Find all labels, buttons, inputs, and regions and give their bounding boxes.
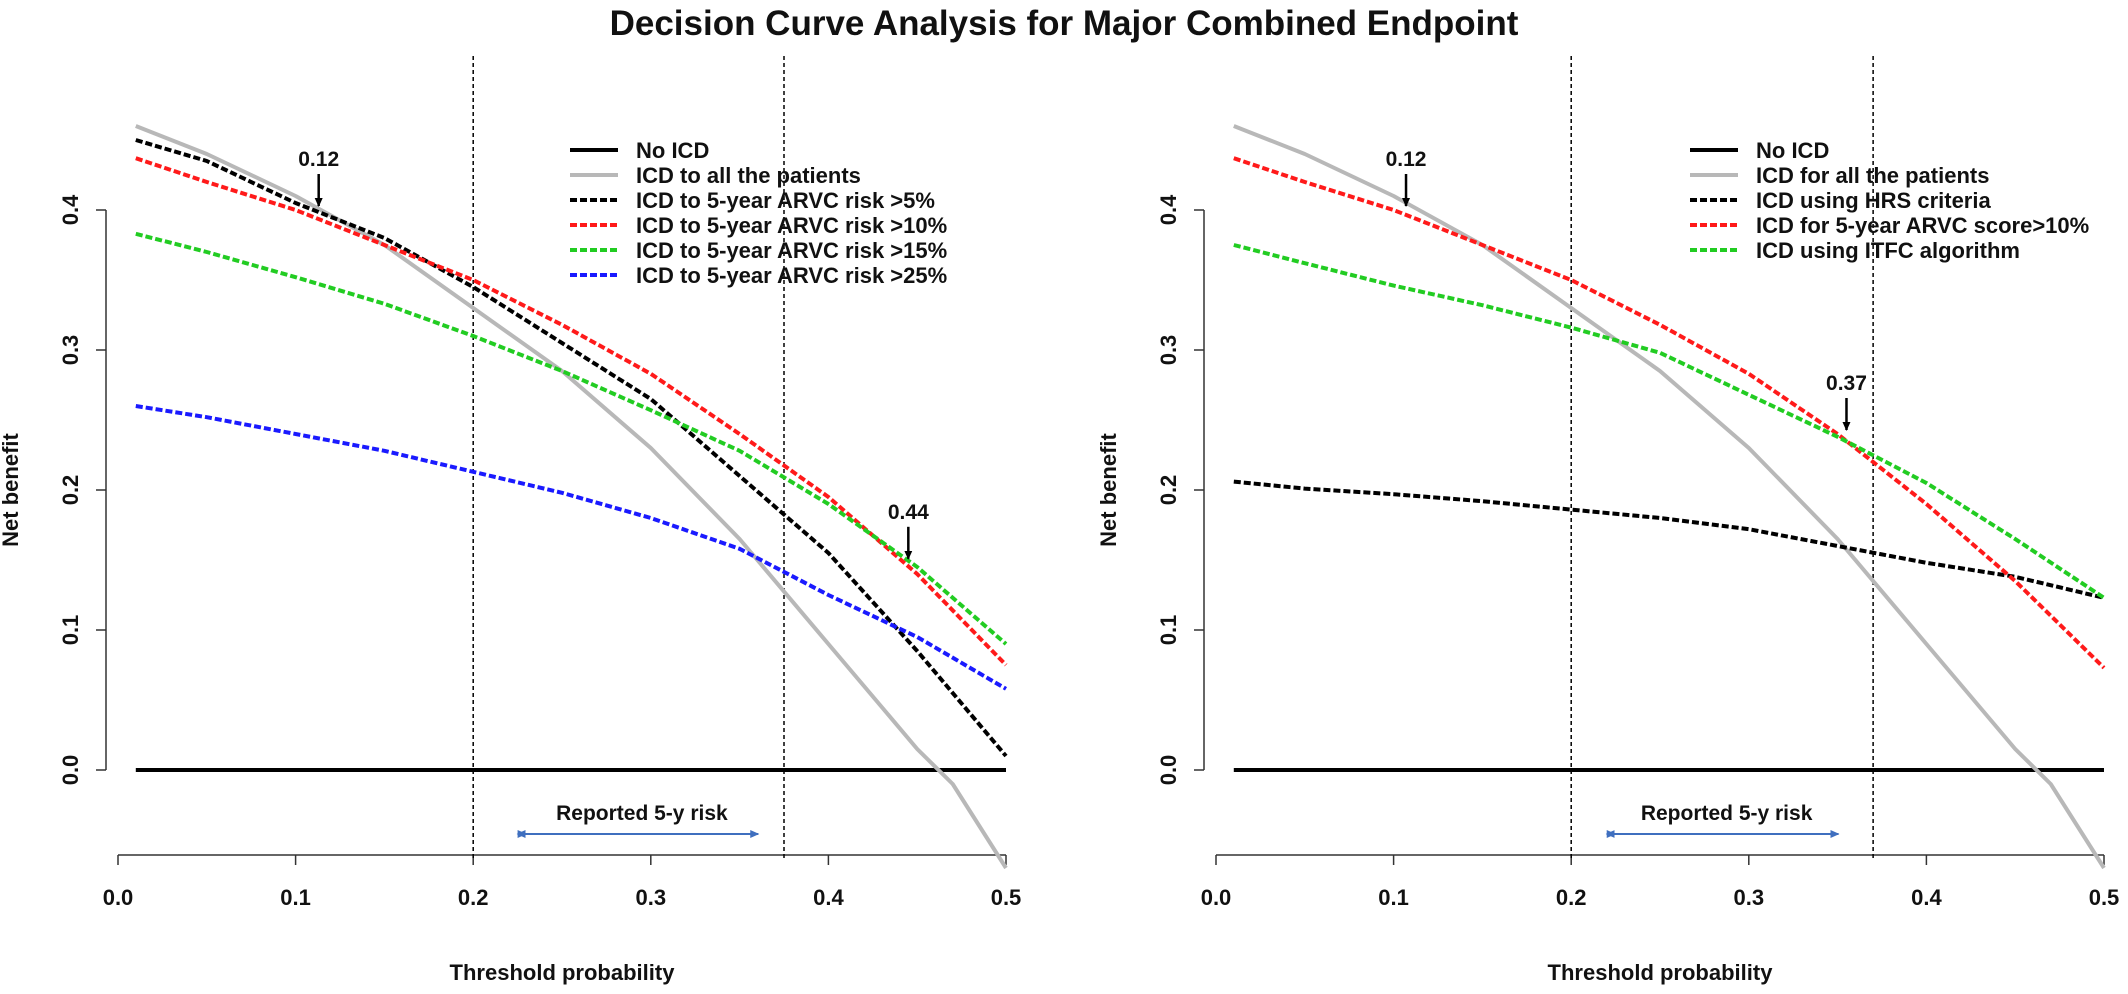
y-tick-label: 0.4 (58, 194, 83, 225)
annotation-label: 0.12 (1386, 148, 1427, 171)
legend-label: No ICD (636, 138, 709, 163)
legend-label: ICD to 5-year ARVC risk >5% (636, 188, 935, 213)
series-line-4 (1233, 156, 2106, 670)
series-line-5 (1233, 243, 2106, 600)
annotation-label: 0.12 (298, 148, 339, 171)
y-tick-label: 0.1 (1156, 615, 1181, 646)
legend-label: ICD using ITFC algorithm (1756, 238, 2020, 263)
y-tick-label: 0.2 (1156, 475, 1181, 506)
x-tick-label: 0.5 (2089, 885, 2120, 910)
x-tick-label: 0.5 (991, 885, 1022, 910)
range-arrow-label: Reported 5-y risk (556, 802, 728, 825)
legend-label: ICD to 5-year ARVC risk >15% (636, 238, 947, 263)
annotation-label: 0.37 (1826, 372, 1867, 395)
y-tick-label: 0.2 (58, 475, 83, 506)
x-axis-label: Threshold probability (450, 960, 676, 985)
series-line-6 (135, 404, 1008, 691)
figure-title: Decision Curve Analysis for Major Combin… (609, 4, 1519, 43)
legend-label: ICD for all the patients (1756, 163, 1989, 188)
annotation-label: 0.44 (888, 501, 929, 524)
chart-panel-1: 0.0 0.1 0.2 0.3 0.4 Net benefit 0.0 0.1 0.2 0.3 0.… (0, 56, 1021, 985)
y-tick-label: 0.3 (1156, 335, 1181, 366)
x-tick-label: 0.1 (1378, 885, 1409, 910)
x-tick-label: 0.2 (1556, 885, 1587, 910)
x-tick-label: 0.0 (1201, 885, 1232, 910)
chart-panel-2: 0.0 0.1 0.2 0.3 0.4 Net benefit 0.0 0.1 0.2 0.3 0.… (1096, 56, 2119, 985)
series-line-3 (1233, 479, 2105, 600)
series-line-2 (135, 124, 1008, 870)
y-axis-label: Net benefit (0, 432, 23, 546)
y-tick-label: 0.0 (1156, 755, 1181, 786)
y-tick-label: 0.4 (1156, 194, 1181, 225)
x-axis-label: Threshold probability (1548, 960, 1774, 985)
range-arrow-label: Reported 5-y risk (1641, 802, 1813, 825)
x-tick-label: 0.3 (1734, 885, 1765, 910)
y-axis-label: Net benefit (1096, 432, 1121, 546)
series-line-2 (1233, 124, 2106, 870)
legend-label: ICD to all the patients (636, 163, 861, 188)
x-tick-label: 0.1 (280, 885, 311, 910)
legend-label: ICD to 5-year ARVC risk >25% (636, 263, 947, 288)
x-tick-label: 0.4 (813, 885, 844, 910)
x-tick-label: 0.2 (458, 885, 489, 910)
series-line-5 (135, 231, 1008, 646)
y-tick-label: 0.0 (58, 755, 83, 786)
legend-label: ICD to 5-year ARVC risk >10% (636, 213, 947, 238)
legend-label: ICD using HRS criteria (1756, 188, 1991, 213)
y-tick-label: 0.3 (58, 335, 83, 366)
legend-label: ICD for 5-year ARVC score>10% (1756, 213, 2089, 238)
y-tick-label: 0.1 (58, 615, 83, 646)
x-tick-label: 0.0 (103, 885, 134, 910)
x-tick-label: 0.3 (636, 885, 667, 910)
legend-label: No ICD (1756, 138, 1829, 163)
series-line-3 (135, 138, 1008, 758)
x-tick-label: 0.4 (1911, 885, 1942, 910)
